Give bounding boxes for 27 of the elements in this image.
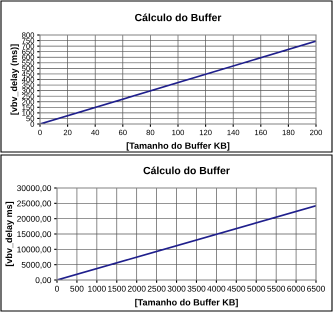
x-tick-label: 1500 <box>108 286 126 292</box>
x-tick-label: 4000 <box>207 286 226 292</box>
y-tick-label: 5000,00 <box>22 262 52 269</box>
x-tick-label: 6500 <box>307 286 325 292</box>
x-tick-label: 500 <box>70 286 84 292</box>
x-axis-title: [Tamanho do Buffer KB] <box>126 142 230 151</box>
y-tick-label: 10000,00 <box>17 246 52 254</box>
chart-title: Cálculo do Buffer <box>144 166 230 174</box>
x-tick-label: 0 <box>55 286 59 292</box>
x-tick-label: 2500 <box>148 286 166 292</box>
x-tick-label: 3500 <box>188 286 206 292</box>
chart-title: Cálculo do Buffer <box>135 13 222 22</box>
x-tick-label: 5000 <box>247 286 266 292</box>
y-tick-label: 20000,00 <box>17 216 52 223</box>
x-tick-label: 3000 <box>168 286 186 292</box>
y-tick-label: 25000,00 <box>17 200 52 208</box>
y-axis-title: [vbv_delay ms] <box>5 202 14 266</box>
y-axis-title: [vbv_delay (ms)] <box>10 44 19 115</box>
x-tick-label: 2000 <box>128 286 146 292</box>
x-tick-label: 1000 <box>88 286 106 292</box>
x-tick-label: 6000 <box>287 286 306 292</box>
y-tick-label: 15000,00 <box>17 231 52 238</box>
y-tick-label: 30000,00 <box>17 185 52 192</box>
x-tick-label: 5500 <box>267 286 286 292</box>
x-axis-title: [Tamanho do Buffer KB] <box>135 298 238 308</box>
y-tick-label: 0,00 <box>36 277 52 284</box>
x-tick-label: 4500 <box>227 286 246 292</box>
